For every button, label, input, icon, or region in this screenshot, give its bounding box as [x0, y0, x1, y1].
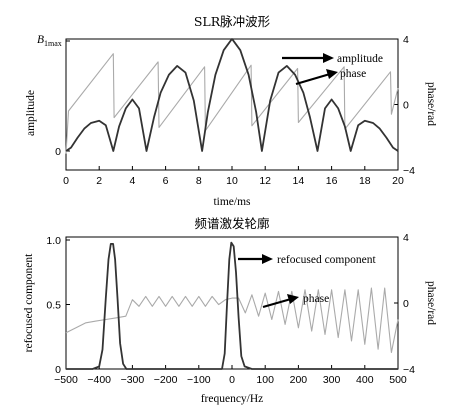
chart-top-ytick-left-label: 0	[55, 146, 61, 158]
chart-bottom-annotation-phase: phase	[262, 293, 329, 309]
chart-bottom-title: 频谱激发轮廓	[194, 216, 269, 231]
chart-bottom-xtick-label: 300	[323, 374, 341, 386]
chart-bottom-xtick-label: 500	[389, 374, 407, 386]
chart-top-xtick-label: 10	[226, 175, 238, 187]
annotation-arrowhead-refocused	[262, 254, 273, 264]
annotation-arrowhead-phase	[326, 69, 338, 79]
chart-top-xtick-label: 18	[359, 175, 371, 187]
chart-bottom-xtick-label: 0	[229, 374, 235, 386]
chart-top-ylabel-right: phase/rad	[425, 82, 437, 126]
chart-top-xlabel: time/ms	[213, 196, 251, 208]
chart-bottom-ytick-left-label: 0.5	[46, 300, 61, 312]
chart-top-ytick-right-label: 0	[403, 100, 409, 112]
chart-bottom-xtick-label: 200	[290, 374, 308, 386]
chart-top-xtick-label: 2	[96, 175, 102, 187]
chart-top-x-axis: 0 2 4 6 8 10 12 14 16 18 20	[63, 166, 404, 187]
chart-top-xtick-label: 12	[259, 175, 271, 187]
annotation-arrowhead-amplitude	[323, 53, 334, 63]
chart-bottom-ytick-right-label: 0	[403, 298, 409, 310]
chart-bottom-xtick-label: 100	[256, 374, 274, 386]
chart-bottom-series-phase-line	[65, 287, 399, 354]
chart-bottom-xtick-label: −400	[87, 374, 111, 386]
annotation-text-phase: phase	[340, 68, 366, 80]
chart-bottom-series-magnitude-line	[66, 241, 398, 370]
annotation-arrow-phase-bottom	[262, 297, 292, 309]
chart-top-xtick-label: 8	[196, 175, 202, 187]
annotation-text-amplitude: amplitude	[337, 53, 383, 65]
chart-bottom-y-right-axis: 4 0 −4	[394, 232, 415, 376]
chart-bottom-xtick-label: −300	[121, 374, 145, 386]
annotation-text-refocused: refocused component	[277, 254, 376, 266]
chart-bottom-xlabel: frequency/Hz	[201, 393, 264, 405]
chart-bottom-ylabel-left: refocused component	[23, 253, 35, 352]
chart-top-ylabel-left: amplitude	[25, 90, 37, 136]
chart-top-xtick-label: 20	[392, 175, 404, 187]
annotation-arrow-phase	[295, 72, 331, 86]
chart-top-annotation-amplitude: amplitude	[282, 53, 383, 65]
annotation-arrowhead-phase-bottom	[287, 294, 299, 304]
chart-bottom-xtick-label: 400	[356, 374, 374, 386]
chart-top-ytick-right-label: −4	[403, 165, 415, 177]
chart-bottom-xtick-label: −200	[154, 374, 178, 386]
chart-bottom-ytick-right-label: −4	[403, 364, 415, 376]
chart-top-y-right-axis: 4 0 −4	[394, 34, 415, 177]
b1max-sub: 1max	[44, 39, 62, 48]
chart-top-xtick-label: 16	[326, 175, 338, 187]
chart-top-xtick-label: 14	[293, 175, 305, 187]
chart-top-xtick-label: 4	[129, 175, 135, 187]
chart-bottom-series	[65, 241, 399, 370]
chart-top-y-left-axis: 0	[55, 40, 70, 158]
chart-bottom: 频谱激发轮廓 −500 −400 −300 −200 −100 0 100 200 300 400…	[23, 216, 437, 405]
chart-bottom-ylabel-right: phase/rad	[425, 281, 437, 325]
chart-top-xtick-label: 6	[163, 175, 169, 187]
chart-top-xtick-label: 0	[63, 175, 69, 187]
chart-top-title: SLR脉冲波形	[194, 14, 271, 29]
chart-bottom-ytick-left-label: 1.0	[46, 235, 61, 247]
chart-top: SLR脉冲波形 0 2 4 6 8 10 12 14 16 18 20 0 4 0 −4 time/ms…	[25, 14, 437, 208]
chart-top-series-phase-line	[65, 53, 399, 154]
chart-top-annotation-phase: phase	[295, 68, 366, 86]
chart-top-b1max-label: B1max	[37, 34, 62, 48]
chart-top-series-magnitude-line	[65, 38, 399, 152]
chart-bottom-ytick-left-label: 0	[55, 364, 61, 376]
chart-top-series	[65, 38, 399, 154]
chart-bottom-x-axis: −500 −400 −300 −200 −100 0 100 200 300 400 500	[54, 365, 407, 386]
chart-bottom-xtick-label: −500	[54, 374, 78, 386]
chart-bottom-xtick-label: −100	[187, 374, 211, 386]
chart-bottom-annotation-refocused: refocused component	[238, 254, 376, 266]
annotation-text-phase-bottom: phase	[303, 293, 329, 305]
chart-bottom-ytick-right-label: 4	[403, 232, 409, 244]
b1max-main: B	[37, 34, 44, 46]
chart-top-ytick-right-label: 4	[403, 34, 409, 46]
